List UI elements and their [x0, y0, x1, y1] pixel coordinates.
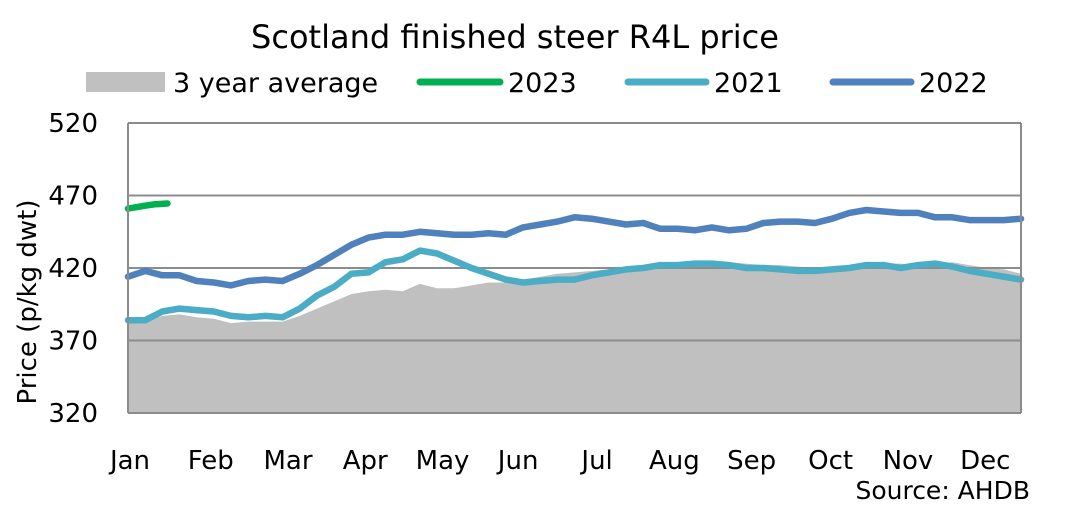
- x-tick-label: May: [416, 446, 470, 476]
- legend-item: 3 year average: [86, 68, 378, 99]
- x-tick-label: Oct: [808, 446, 853, 476]
- legend-label: 2022: [919, 68, 988, 99]
- legend-item: 2023: [416, 68, 577, 99]
- x-axis: Jan Feb Mar Apr May Jun Jul Aug Sep Oct Nov Dec: [108, 446, 1010, 476]
- legend-label: 3 year average: [173, 68, 378, 99]
- y-tick-label: 370: [48, 327, 98, 357]
- y-axis: 320 370 420 470 520: [48, 109, 1022, 429]
- plot-area: [124, 122, 1025, 414]
- x-tick-label: Apr: [343, 446, 388, 476]
- y-tick-label: 470: [48, 182, 98, 212]
- x-tick-label: Nov: [883, 446, 934, 476]
- x-tick-label: Dec: [960, 446, 1010, 476]
- y-tick-label: 420: [48, 254, 98, 284]
- series-line-2022: [124, 206, 1025, 289]
- legend-item: 2022: [829, 68, 988, 99]
- series-line-2023: [124, 200, 171, 212]
- legend-label: 2021: [714, 68, 783, 99]
- y-tick-label: 520: [48, 109, 98, 139]
- legend-swatch: [86, 72, 165, 92]
- x-tick-label: Aug: [649, 446, 700, 476]
- x-tick-label: Jul: [579, 446, 612, 476]
- x-tick-label: Feb: [188, 446, 234, 476]
- series-area-3-year-average: [128, 262, 1021, 413]
- legend-item: 2021: [624, 68, 783, 99]
- x-tick-label: Jun: [496, 446, 539, 476]
- x-tick-label: Jan: [108, 446, 150, 476]
- legend: 3 year average 2023 2021 2022: [86, 68, 988, 99]
- x-tick-label: Mar: [263, 446, 312, 476]
- y-tick-label: 320: [48, 399, 98, 429]
- x-tick-label: Sep: [727, 446, 776, 476]
- source-note: Source: AHDB: [855, 476, 1030, 505]
- series-line-2021: [124, 247, 1025, 324]
- chart-title: Scotland finished steer R4L price: [251, 18, 779, 56]
- legend-label: 2023: [508, 68, 577, 99]
- y-axis-label: Price (p/kg dwt): [13, 199, 43, 404]
